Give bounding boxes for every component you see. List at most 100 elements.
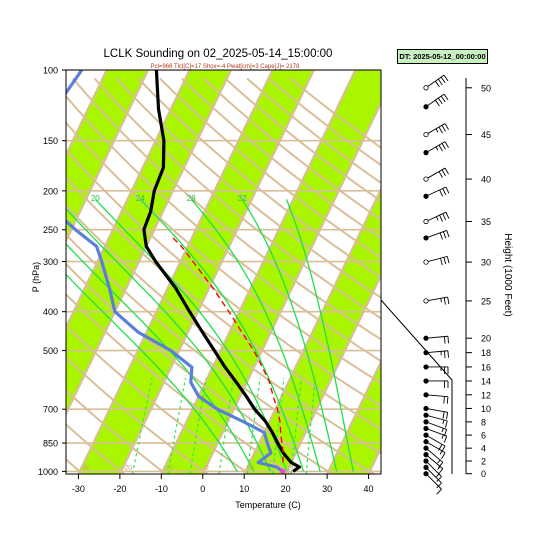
moist-adiabat-label: 32: [238, 194, 247, 203]
wind-barb-staff: [425, 454, 444, 470]
wind-barb-dot: [423, 432, 429, 438]
dry-adiabat: [115, 77, 381, 299]
wind-barb-half: [436, 216, 439, 221]
wind-barb: [423, 211, 450, 225]
y-axis-label: P (hPa): [31, 262, 41, 292]
height-tick-label: 2: [481, 457, 486, 467]
wind-barb-flag: [439, 189, 443, 197]
wind-barb-flag: [439, 214, 443, 222]
wind-barb-dot: [423, 364, 429, 370]
isotherm-line: [118, 70, 315, 474]
x-axis-label: Temperature (C): [235, 500, 301, 510]
chart-title: LCLK Sounding on 02_2025-05-14_15:00:00: [104, 48, 333, 60]
moist-adiabat-label: 24: [136, 194, 145, 203]
wind-barb-staff: [425, 421, 447, 430]
dewpoint-line: [66, 70, 284, 473]
wind-barb-flag: [445, 420, 448, 428]
wind-barb-dot: [423, 439, 429, 445]
parcel-line: [171, 236, 285, 463]
wind-barb: [423, 141, 449, 156]
wind-barb-flag: [443, 396, 445, 404]
wind-barb-flag: [442, 188, 447, 195]
height-tick-label: 4: [481, 444, 486, 454]
wind-barb-flag: [438, 171, 443, 178]
wind-barb-dot: [423, 176, 429, 182]
isotherm-band: [78, 70, 314, 474]
wind-barb-dot: [423, 104, 429, 110]
x-tick-label: 40: [364, 484, 374, 494]
wind-barb: [423, 471, 442, 495]
dry-adiabat: [66, 423, 126, 474]
isotherm-line: [0, 70, 24, 474]
wind-barb: [423, 296, 450, 305]
wind-barb-flag: [442, 231, 447, 239]
dewpoint-marker: [280, 468, 286, 474]
wind-barb-flag: [446, 230, 450, 238]
height-tick-label: 8: [481, 417, 486, 427]
isotherm-edge-label: -30: [80, 465, 90, 472]
wind-barb-dot: [423, 378, 429, 384]
temperature-line: [142, 70, 301, 473]
height-panel-edge: [380, 299, 453, 474]
wind-barb: [423, 350, 449, 359]
moist-adiabat-label: 20: [91, 194, 100, 203]
dry-adiabat: [66, 262, 334, 474]
wind-barb-dot: [423, 350, 429, 356]
dry-adiabat: [66, 458, 84, 474]
wind-barb-flag: [440, 258, 443, 266]
wind-barb-staff: [425, 141, 446, 154]
wind-barb-flag: [442, 213, 447, 221]
x-tick-label: -20: [113, 484, 126, 494]
wind-barb-flag: [442, 411, 445, 419]
wind-barb-flag: [446, 256, 450, 264]
wind-barb-flag: [443, 336, 446, 344]
wind-barb: [423, 464, 442, 489]
wind-barb-dot: [423, 464, 429, 470]
isotherm-line: [77, 70, 274, 474]
height-tick-label: 0: [481, 469, 486, 479]
moist-adiabat: [241, 198, 338, 472]
height-tick-label: 16: [481, 362, 491, 372]
x-tick-label: -10: [155, 484, 168, 494]
mixing-ratio-line: [218, 377, 235, 474]
isotherm-edge-label: 10: [246, 465, 254, 472]
wind-barb-flag: [445, 212, 450, 219]
wind-barb-flag: [443, 429, 448, 437]
y-tick-label: 250: [43, 225, 58, 235]
mixing-ratio-line: [167, 377, 187, 474]
wind-barb-dot: [423, 85, 429, 91]
wind-barb-staff: [425, 434, 446, 447]
wind-barb-flag: [440, 95, 446, 103]
height-tick-label: 20: [481, 334, 491, 344]
wind-barb: [423, 445, 444, 468]
dry-adiabat: [66, 175, 381, 431]
wind-barb-flag: [444, 141, 449, 148]
wind-barb-dot: [423, 405, 429, 412]
mixing-ratio-line: [189, 377, 207, 474]
wind-barb-flag: [438, 462, 444, 468]
wind-barb-staff: [425, 93, 445, 108]
mixing-ratio-line: [290, 377, 303, 474]
x-tick-label: 30: [322, 484, 332, 494]
dry-adiabat: [66, 324, 250, 474]
wind-barb: [423, 123, 449, 138]
wind-barb: [423, 419, 448, 437]
wind-barb-flag: [438, 444, 443, 451]
height-panel: [381, 300, 452, 474]
dry-adiabat: [66, 148, 381, 408]
wind-barb-half: [441, 434, 444, 439]
isotherm-line: [66, 70, 150, 244]
wind-barb-half: [435, 146, 439, 151]
wind-barb-half: [435, 473, 440, 478]
mixing-ratio-line: [246, 377, 261, 474]
y-tick-label: 1000: [38, 467, 58, 477]
wind-barb: [423, 93, 449, 110]
wind-barb: [423, 255, 450, 266]
wind-barb-flag: [441, 169, 446, 177]
mixing-ratio-line: [272, 377, 285, 474]
wind-barb-flag: [441, 445, 446, 453]
moist-adiabat: [66, 207, 271, 472]
wind-barb-half: [441, 428, 444, 433]
wind-barb-flag: [443, 257, 447, 265]
